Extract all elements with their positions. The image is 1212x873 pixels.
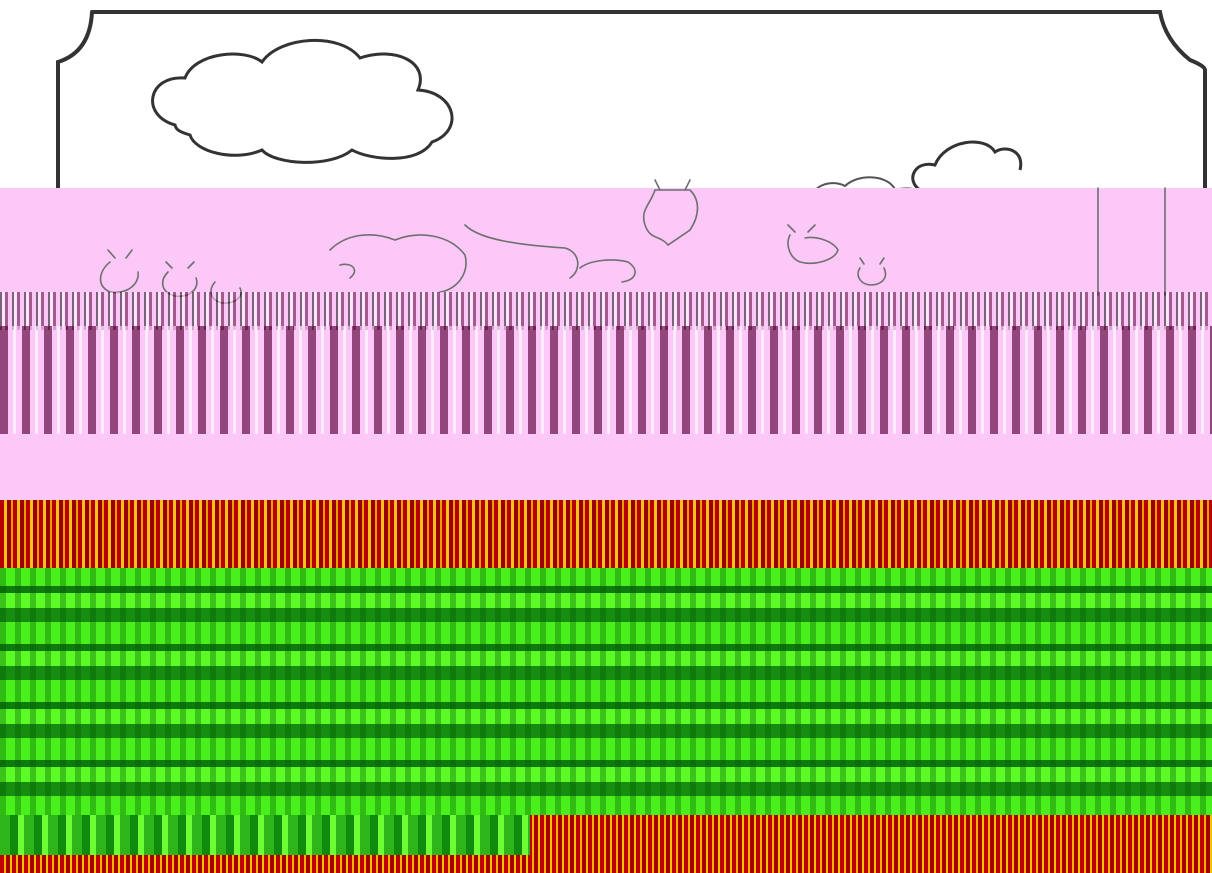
artifact-noise-strip bbox=[0, 292, 1212, 330]
artifact-dark-band bbox=[0, 326, 1212, 434]
cloud-icon bbox=[151, 39, 454, 164]
artifact-green-band bbox=[0, 568, 1212, 818]
goat-icon bbox=[99, 249, 139, 294]
small-animal bbox=[579, 259, 636, 283]
cloud-icon bbox=[911, 140, 1023, 192]
goat-icon bbox=[787, 224, 839, 265]
horned-animal bbox=[857, 257, 887, 286]
artifact-bottom-green bbox=[0, 815, 530, 855]
tree-trunk bbox=[1097, 187, 1166, 296]
goat-icon bbox=[642, 179, 699, 247]
artifact-red-band bbox=[0, 500, 1212, 570]
elephant-outline bbox=[464, 224, 579, 279]
frame-icon bbox=[56, 10, 1207, 873]
goat-icon bbox=[329, 234, 467, 293]
